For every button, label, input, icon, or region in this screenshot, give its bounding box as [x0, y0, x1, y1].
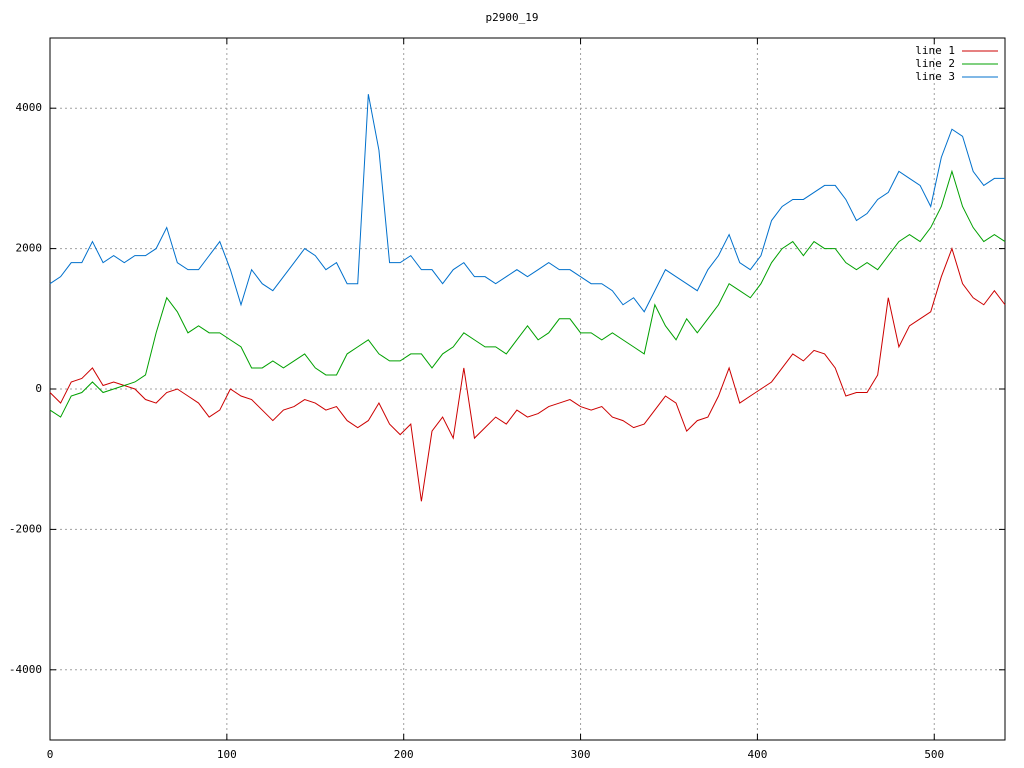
data-line [49, 94, 1005, 313]
x-tick-label: 500 [924, 748, 944, 761]
x-tick-label: 0 [47, 748, 54, 761]
chart-title: p2900_19 [486, 11, 539, 24]
x-tick-label: 200 [394, 748, 414, 761]
data-line [49, 247, 1006, 502]
y-tick-label: 0 [35, 382, 42, 395]
legend-label: line 1 [915, 44, 955, 57]
y-tick-label: 2000 [16, 242, 43, 255]
legend-label: line 3 [915, 70, 955, 83]
plot-frame [49, 37, 1006, 741]
y-tick-label: -2000 [9, 522, 42, 535]
data-line [49, 169, 1006, 418]
x-tick-label: 300 [571, 748, 591, 761]
y-tick-label: -4000 [9, 663, 42, 676]
x-tick-label: 100 [217, 748, 237, 761]
y-tick-label: 4000 [16, 101, 43, 114]
x-tick-label: 400 [747, 748, 767, 761]
legend-label: line 2 [915, 57, 955, 70]
